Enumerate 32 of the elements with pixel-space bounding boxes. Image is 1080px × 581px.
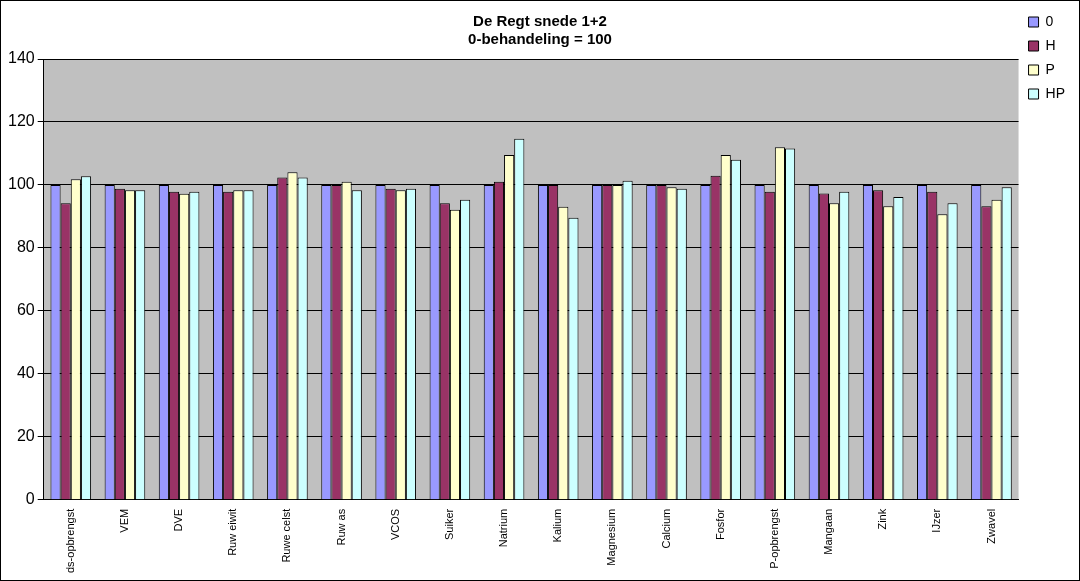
x-tick-label: Ruw eiwit [226, 508, 239, 556]
legend-label: H [1045, 36, 1056, 53]
legend-label: 0 [1045, 12, 1054, 29]
y-tick-label: 20 [16, 427, 35, 445]
y-tick-label: 100 [7, 175, 35, 193]
x-tick-label: Mangaan [822, 508, 835, 555]
x-tick-label: VEM [117, 508, 130, 533]
legend-label: HP [1045, 84, 1065, 101]
x-tick-label: Suiker [442, 508, 455, 540]
chart-title: De Regt snede 1+2 [473, 12, 607, 30]
x-tick-label: ds-opbrengst [63, 508, 76, 574]
y-tick-label: 0 [25, 490, 35, 508]
x-tick-label: Calcium [659, 508, 672, 549]
y-tick-label: 80 [16, 238, 35, 256]
x-tick-label: Magnesium [605, 508, 618, 566]
y-tick-label: 140 [7, 49, 35, 67]
x-tick-label: Zwavel [984, 508, 997, 544]
x-tick-label: Kalium [551, 508, 564, 543]
x-tick-label: Zink [876, 508, 889, 530]
x-tick-label: IJzer [930, 508, 943, 533]
x-tick-label: DVE [172, 508, 185, 532]
x-tick-label: Natrium [497, 508, 510, 548]
x-tick-label: VCOS [388, 508, 401, 540]
chart-subtitle: 0-behandeling = 100 [468, 30, 612, 48]
x-tick-label: Fosfor [713, 508, 726, 540]
y-tick-label: 120 [7, 112, 35, 130]
x-tick-label: P-opbrengst [767, 508, 780, 569]
x-tick-label: Ruw as [334, 508, 347, 546]
y-tick-label: 40 [16, 364, 35, 382]
x-tick-label: Ruwe celst [280, 508, 293, 563]
y-tick-label: 60 [16, 301, 35, 319]
legend-label: P [1045, 60, 1055, 77]
